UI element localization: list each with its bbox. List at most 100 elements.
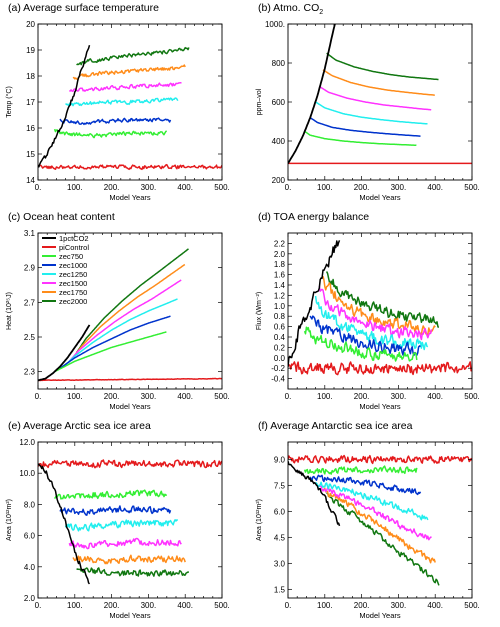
x-tick-label: 400.	[427, 601, 443, 610]
y-tick-label: 1.4	[274, 281, 286, 290]
y-tick-label: 19	[26, 46, 35, 55]
antarctic-sea-ice-chart: 0. 100. 200. 300. 400. 500. 1.5 3.0 4.5 6.0 7.5 9.0…	[256, 441, 480, 620]
y-tick-label: 600	[272, 98, 286, 107]
atmospheric-co2-chart: 0. 100. 200. 300. 400. 500. 200 400 600 800 1000. M…	[256, 20, 480, 202]
x-tick-label: 200.	[104, 183, 120, 192]
series-group	[38, 248, 222, 382]
series-line-zec1750	[72, 554, 186, 565]
series-line-zec1750	[322, 69, 435, 96]
y-tick-label: 15	[26, 150, 35, 159]
panel-f: (f) Average Antarctic sea ice area 0. 100…	[250, 418, 500, 627]
legend-label-1pctCO2: 1pctCO2	[59, 234, 89, 243]
toa-energy-balance-chart: 0. 100. 200. 300. 400. 500.-0.4-0.20.00.20.40…	[256, 232, 480, 411]
series-line-zec2000	[76, 567, 189, 577]
title-subscript: 2	[319, 9, 324, 17]
chart-title: (f) Average Antarctic sea ice area	[258, 420, 412, 432]
x-tick-label: 400.	[427, 392, 443, 401]
y-tick-label: 20	[26, 20, 35, 29]
legend: 1pctCO2piControlzec750zec1000zec1250zec1…	[42, 234, 89, 306]
series-group	[38, 459, 222, 585]
series-line-zec1250	[315, 101, 428, 125]
y-tick-label: 0.8	[274, 312, 286, 321]
series-group	[288, 24, 472, 165]
panel-e: (e) Average Arctic sea ice area 0. 100. 20…	[0, 418, 250, 627]
y-tick-label: 2.7	[24, 298, 36, 307]
x-tick-label: 200.	[104, 392, 120, 401]
x-tick-label: 400.	[427, 183, 443, 192]
series-line-zec2000	[326, 52, 439, 81]
surface-temperature-chart: 0. 100. 200. 300. 400. 500. 14 15 16 17 18 19 20 Mode…	[5, 20, 230, 202]
x-tick-label: 300.	[391, 183, 407, 192]
legend-label-piControl: piControl	[59, 243, 89, 252]
x-axis-label: Model Years	[109, 193, 151, 202]
y-tick-label: 4.0	[24, 563, 36, 572]
series-line-1pctCO2	[288, 24, 336, 164]
series-group	[288, 240, 472, 376]
y-axis-label: Temp (°C)	[5, 86, 13, 118]
x-tick-label: 100.	[67, 601, 83, 610]
y-tick-label: 3.0	[274, 559, 286, 568]
y-tick-label: 1.5	[274, 585, 286, 594]
panel-d: (d) TOA energy balance 0. 100. 200. 300. 400…	[250, 209, 500, 418]
series-group	[38, 44, 222, 171]
series-line-zec1000	[309, 116, 421, 137]
title-text: (a) Average surface temperature	[8, 2, 159, 14]
x-tick-label: 100.	[67, 392, 83, 401]
y-tick-label: 4.5	[274, 533, 286, 542]
series-line-zec1000	[59, 117, 172, 126]
y-tick-label: 200	[272, 176, 286, 185]
series-line-1pctCO2	[288, 460, 341, 527]
y-tick-label: 1.8	[274, 260, 286, 269]
chart-title: (d) TOA energy balance	[258, 211, 369, 223]
y-tick-label: -0.4	[271, 375, 285, 384]
x-tick-label: 400.	[177, 392, 193, 401]
y-axis-label: Flux (Wm⁻²)	[256, 292, 263, 330]
title-text: (f) Average Antarctic sea ice area	[258, 420, 413, 432]
y-axis-label: Heat (10²⁵J)	[6, 292, 13, 330]
x-tick-label: 0.	[35, 392, 42, 401]
y-tick-label: 400	[272, 137, 286, 146]
title-text: (e) Average Arctic sea ice area	[8, 420, 151, 432]
y-tick-label: 8.0	[24, 500, 36, 509]
series-line-zec1750	[72, 64, 186, 81]
series-line-piControl	[38, 377, 222, 382]
x-tick-label: 300.	[391, 601, 407, 610]
legend-label-zec1000: zec1000	[59, 261, 87, 270]
x-tick-label: 0.	[35, 601, 42, 610]
x-tick-label: 300.	[141, 601, 157, 610]
x-tick-label: 0.	[285, 183, 292, 192]
x-tick-label: 0.	[285, 392, 292, 401]
y-tick-label: 0.0	[274, 354, 286, 363]
y-tick-label: 0.2	[274, 343, 286, 352]
x-tick-label: 500.	[214, 183, 230, 192]
series-line-zec750	[304, 130, 417, 147]
chart-title: (a) Average surface temperature	[8, 2, 159, 14]
series-line-1pctCO2	[38, 463, 91, 585]
series-line-piControl	[288, 454, 472, 465]
y-tick-label: 2.5	[24, 333, 36, 342]
y-tick-label: 7.5	[274, 481, 286, 490]
series-line-piControl	[38, 163, 222, 171]
y-axis-label: ppm–vol	[256, 88, 263, 115]
y-tick-label: 2.3	[24, 368, 36, 377]
series-line-zec2000	[75, 248, 189, 354]
series-line-zec1500	[318, 85, 432, 111]
legend-label-zec2000: zec2000	[59, 297, 87, 306]
y-tick-label: 16	[26, 124, 35, 133]
y-tick-label: 18	[26, 72, 35, 81]
x-axis-label: Model Years	[359, 402, 401, 411]
x-tick-label: 500.	[464, 183, 480, 192]
series-line-zec1250	[314, 295, 429, 351]
series-line-zec750	[53, 128, 167, 139]
series-line-zec750	[303, 465, 418, 475]
y-tick-label: 10.0	[19, 469, 35, 478]
series-line-zec1500	[68, 279, 182, 362]
series-line-zec1000	[59, 505, 172, 516]
x-tick-label: 200.	[354, 392, 370, 401]
y-tick-label: 2.9	[24, 264, 36, 273]
series-line-piControl	[288, 361, 472, 376]
y-tick-label: 3.1	[24, 229, 36, 238]
x-tick-label: 300.	[391, 392, 407, 401]
series-line-zec750	[54, 331, 167, 373]
x-axis-label: Model Years	[359, 611, 401, 620]
